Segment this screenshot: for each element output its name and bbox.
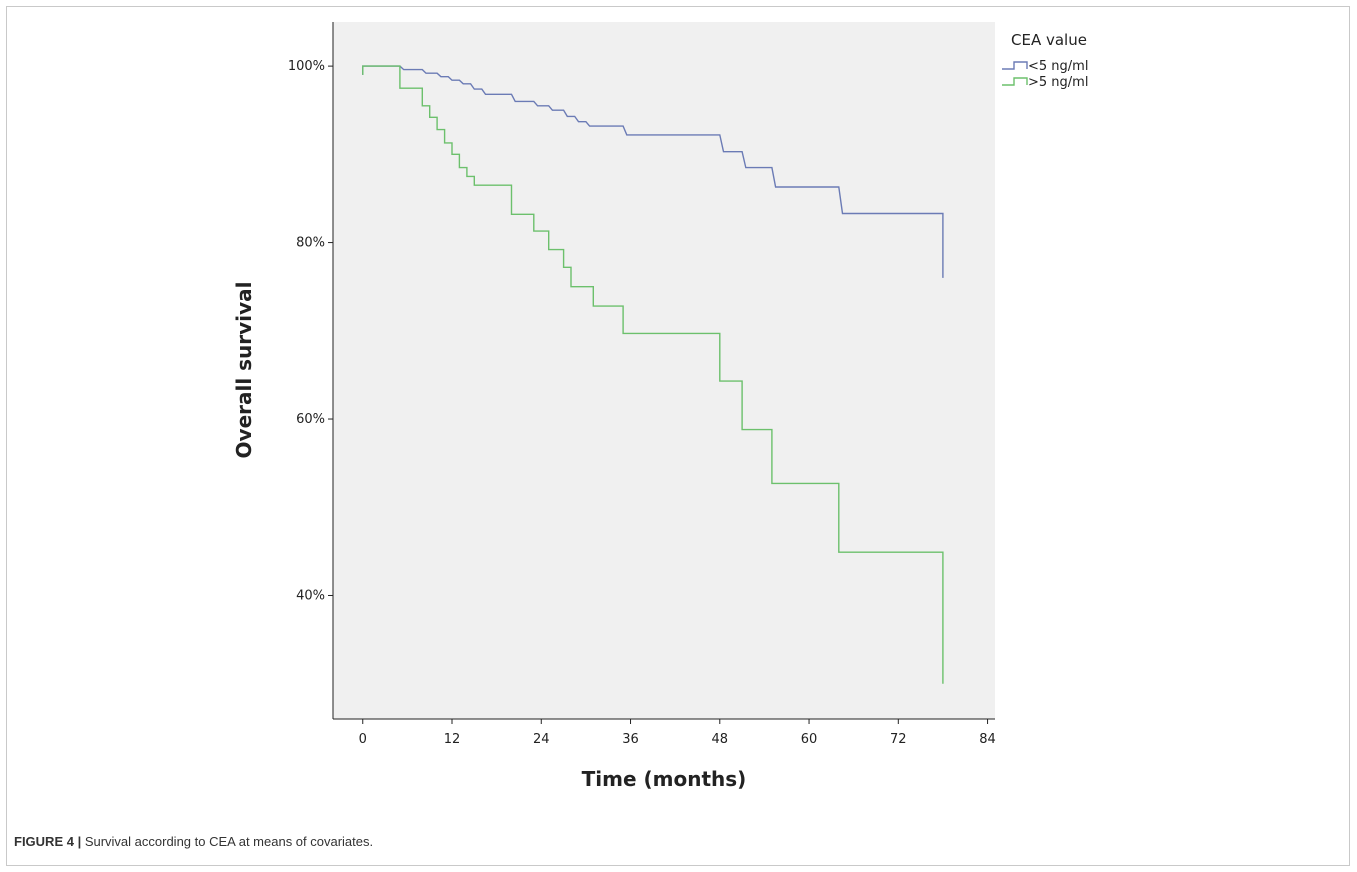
x-tick-label: 72: [890, 732, 907, 747]
legend-label-2: >5 ng/ml: [1028, 75, 1088, 90]
caption-label: FIGURE 4 |: [14, 834, 82, 849]
caption-text: Survival according to CEA at means of co…: [81, 834, 374, 849]
y-axis-ticks: 40% 60% 80% 100%: [288, 59, 333, 603]
figure-caption: FIGURE 4 | Survival according to CEA at …: [14, 834, 373, 849]
survival-curve-series-2: [362, 65, 944, 684]
x-tick-label: 60: [801, 732, 818, 747]
x-tick-label: 84: [979, 732, 996, 747]
x-axis-ticks: 0 12 24 36 48 60 72 84: [359, 719, 996, 747]
survival-chart: 40% 60% 80% 100% 0 12 24 36 48 60 72 84 Time (mont…: [232, 22, 1088, 791]
y-tick-label: 80%: [296, 236, 325, 251]
plot-area: [333, 22, 995, 719]
legend-swatch-1: [1002, 61, 1028, 70]
x-tick-label: 24: [533, 732, 550, 747]
x-tick-label: 12: [444, 732, 461, 747]
x-tick-label: 0: [359, 732, 367, 747]
legend: CEA value <5 ng/ml>5 ng/ml: [1002, 31, 1088, 90]
x-tick-label: 48: [712, 732, 729, 747]
y-axis-title: Overall survival: [232, 282, 256, 459]
y-tick-label: 40%: [296, 588, 325, 603]
x-axis-title: Time (months): [582, 767, 747, 791]
series-layer: [362, 65, 944, 684]
legend-swatch-2: [1002, 77, 1028, 86]
y-tick-label: 60%: [296, 412, 325, 427]
y-tick-label: 100%: [288, 59, 325, 74]
survival-curve-series-1: [362, 65, 944, 278]
x-tick-label: 36: [622, 732, 639, 747]
legend-label-1: <5 ng/ml: [1028, 59, 1088, 74]
legend-title: CEA value: [1011, 31, 1087, 49]
